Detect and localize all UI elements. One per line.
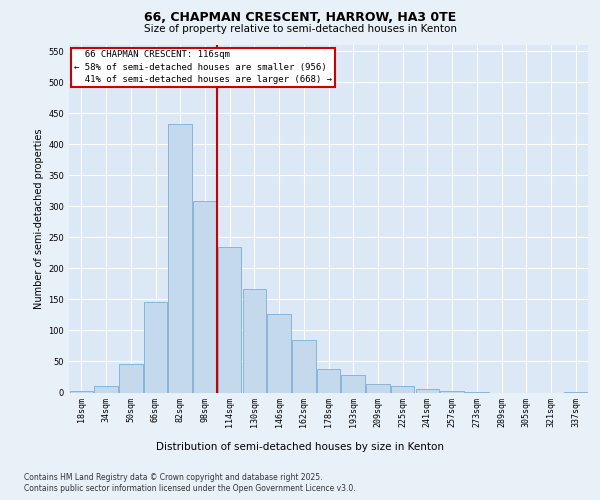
- Bar: [242, 289, 266, 393]
- Bar: [317, 369, 340, 392]
- Text: Distribution of semi-detached houses by size in Kenton: Distribution of semi-detached houses by …: [156, 442, 444, 452]
- Bar: [70, 390, 93, 392]
- Bar: [268, 314, 291, 392]
- Bar: [94, 386, 118, 392]
- Bar: [391, 386, 415, 392]
- Text: 66 CHAPMAN CRESCENT: 116sqm
← 58% of semi-detached houses are smaller (956)
  41: 66 CHAPMAN CRESCENT: 116sqm ← 58% of sem…: [74, 50, 332, 84]
- Bar: [193, 201, 217, 392]
- Bar: [366, 384, 389, 392]
- Text: Contains HM Land Registry data © Crown copyright and database right 2025.: Contains HM Land Registry data © Crown c…: [24, 472, 323, 482]
- Bar: [292, 340, 316, 392]
- Y-axis label: Number of semi-detached properties: Number of semi-detached properties: [34, 128, 44, 309]
- Text: Contains public sector information licensed under the Open Government Licence v3: Contains public sector information licen…: [24, 484, 356, 493]
- Text: Size of property relative to semi-detached houses in Kenton: Size of property relative to semi-detach…: [143, 24, 457, 34]
- Bar: [169, 124, 192, 392]
- Bar: [144, 302, 167, 392]
- Bar: [416, 389, 439, 392]
- Text: 66, CHAPMAN CRESCENT, HARROW, HA3 0TE: 66, CHAPMAN CRESCENT, HARROW, HA3 0TE: [144, 11, 456, 24]
- Bar: [218, 246, 241, 392]
- Bar: [119, 364, 143, 392]
- Bar: [341, 374, 365, 392]
